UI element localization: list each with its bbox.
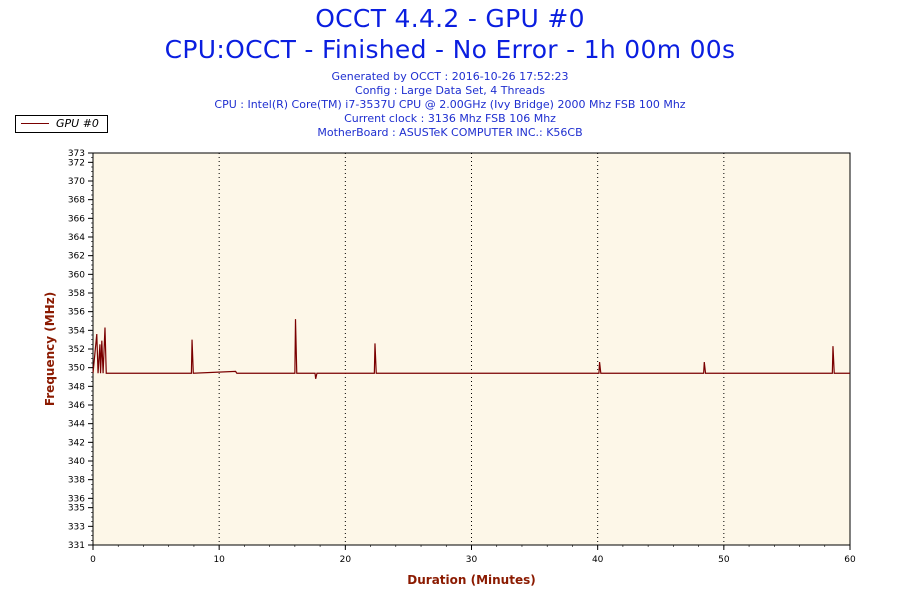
y-tick-label: 372 <box>68 158 85 168</box>
info-config: Config : Large Data Set, 4 Threads <box>355 84 545 97</box>
grid-lines <box>218 153 725 545</box>
info-generated: Generated by OCCT : 2016-10-26 17:52:23 <box>331 70 569 83</box>
y-tick-label: 350 <box>68 364 85 374</box>
y-tick-label: 373 <box>68 149 85 159</box>
chart-subtitle: CPU:OCCT - Finished - No Error - 1h 00m … <box>164 35 736 64</box>
legend: GPU #0 <box>15 115 108 133</box>
chart-title: OCCT 4.4.2 - GPU #0 <box>315 4 585 33</box>
series-line-gpu-0 <box>92 319 850 380</box>
x-tick-label: 50 <box>718 555 730 565</box>
y-tick-label: 338 <box>68 476 85 486</box>
y-tick-label: 340 <box>68 457 85 467</box>
y-tick-label: 354 <box>68 326 85 336</box>
y-tick-label: 344 <box>68 420 85 430</box>
x-tick-label: 20 <box>340 555 352 565</box>
legend-swatch <box>21 123 49 124</box>
y-tick-label: 342 <box>68 438 85 448</box>
x-tick-label: 60 <box>844 555 856 565</box>
x-tick-label: 30 <box>466 555 478 565</box>
x-tick-label: 40 <box>592 555 604 565</box>
x-axis-ticks: 0 10 20 30 40 50 60 <box>90 545 856 565</box>
y-tick-label: 358 <box>68 289 85 299</box>
y-tick-label: 346 <box>68 401 85 411</box>
y-tick-label: 352 <box>68 345 85 355</box>
y-tick-label: 333 <box>68 522 85 532</box>
y-tick-label: 335 <box>68 504 85 514</box>
info-current-clock: Current clock : 3136 Mhz FSB 106 Mhz <box>344 112 556 125</box>
y-tick-label: 336 <box>68 494 85 504</box>
y-tick-label: 364 <box>68 233 85 243</box>
x-tick-label: 0 <box>90 555 96 565</box>
y-axis-title: Frequency (MHz) <box>43 292 57 406</box>
x-tick-label: 10 <box>213 555 225 565</box>
y-tick-label: 348 <box>68 382 85 392</box>
y-tick-label: 370 <box>68 177 85 187</box>
info-cpu: CPU : Intel(R) Core(TM) i7-3537U CPU @ 2… <box>214 98 686 111</box>
y-tick-label: 368 <box>68 196 85 206</box>
y-tick-label: 331 <box>68 541 85 551</box>
x-axis-title: Duration (Minutes) <box>407 573 535 587</box>
y-tick-label: 366 <box>68 214 85 224</box>
series-layer <box>92 319 850 380</box>
y-tick-label: 356 <box>68 308 85 318</box>
y-tick-label: 362 <box>68 252 85 262</box>
legend-label: GPU #0 <box>56 117 99 130</box>
info-motherboard: MotherBoard : ASUSTeK COMPUTER INC.: K56… <box>317 126 583 139</box>
y-tick-label: 360 <box>68 270 85 280</box>
